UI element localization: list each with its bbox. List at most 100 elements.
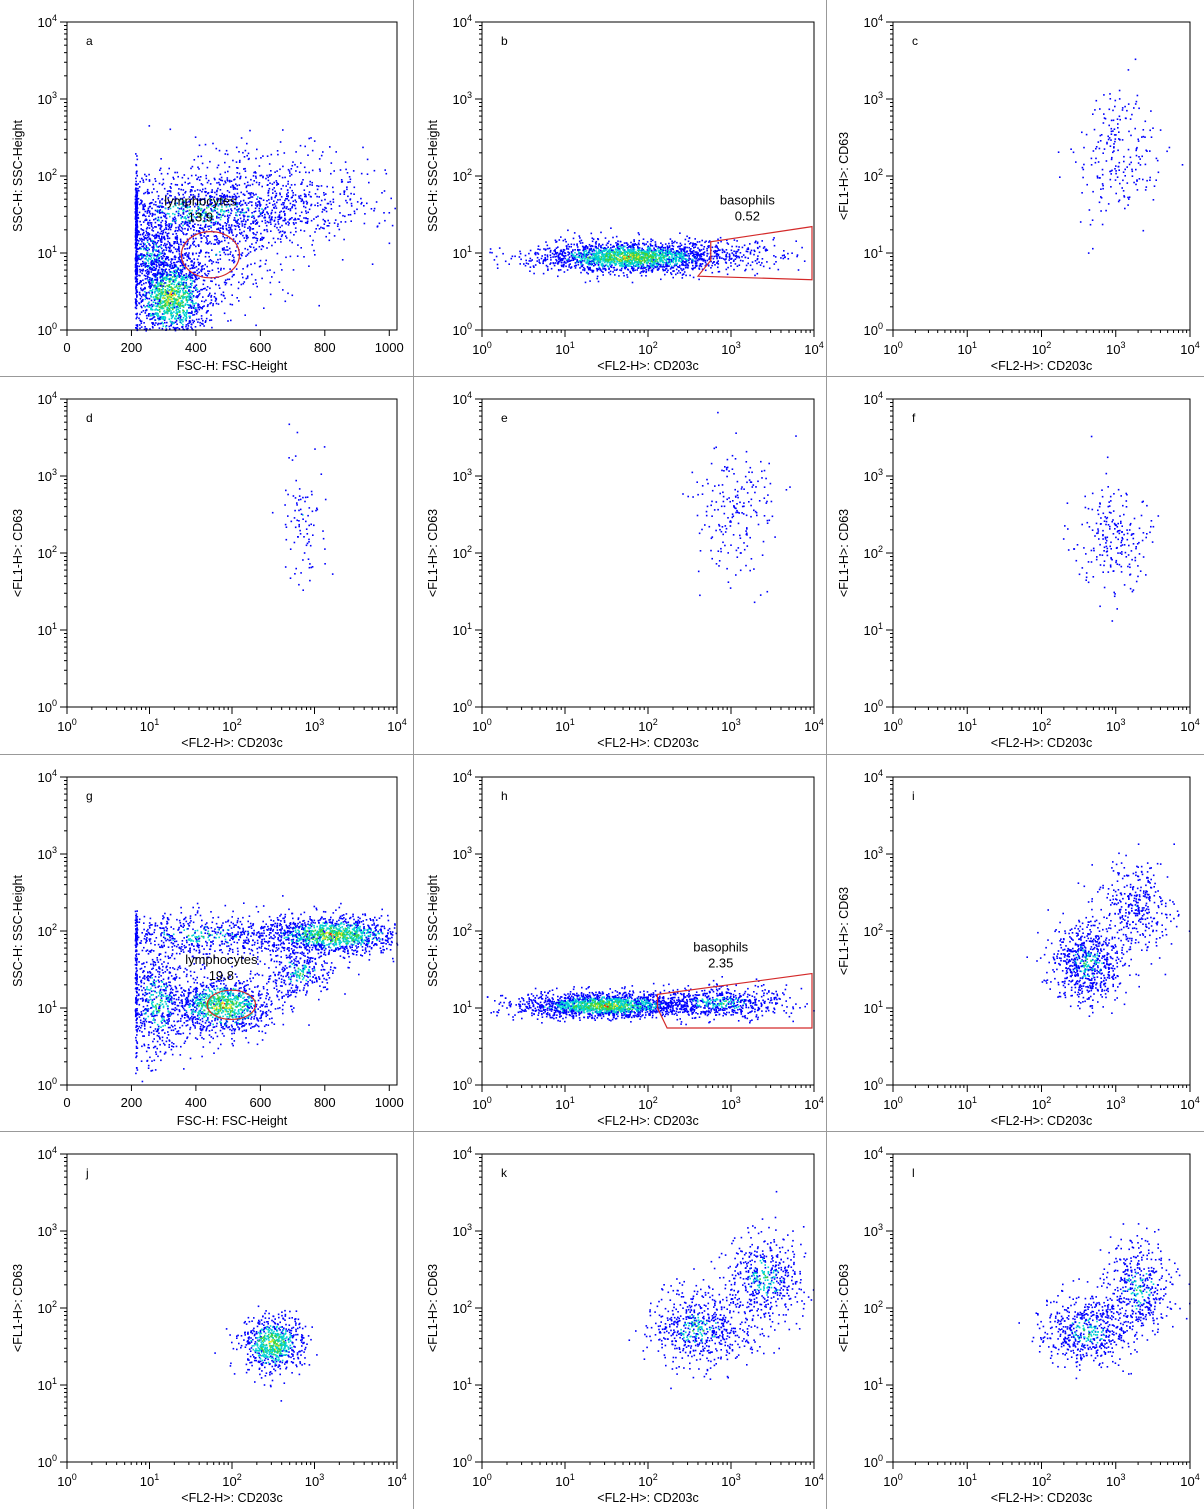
event-dot bbox=[340, 179, 343, 181]
event-dot bbox=[247, 152, 250, 155]
event-dot bbox=[205, 236, 207, 239]
event-dot bbox=[160, 216, 163, 219]
event-dot bbox=[164, 276, 167, 279]
event-dot bbox=[242, 282, 245, 285]
event-dot bbox=[163, 212, 166, 215]
event-dot bbox=[218, 181, 220, 184]
event-dot bbox=[138, 255, 140, 258]
event-dot bbox=[258, 202, 261, 204]
event-dot bbox=[182, 293, 185, 295]
event-dot bbox=[228, 166, 231, 168]
event-dot bbox=[716, 256, 718, 258]
event-dot bbox=[149, 287, 151, 289]
event-dot bbox=[518, 256, 521, 258]
event-dot bbox=[198, 308, 201, 311]
event-dot bbox=[268, 198, 270, 201]
event-dot bbox=[159, 275, 162, 277]
event-dot bbox=[586, 266, 589, 268]
event-dot bbox=[159, 251, 161, 254]
event-dot bbox=[171, 321, 173, 323]
event-dot bbox=[232, 186, 234, 189]
event-dot bbox=[164, 270, 166, 273]
event-dot bbox=[161, 270, 164, 273]
event-dot bbox=[151, 246, 153, 248]
event-dot bbox=[282, 207, 284, 210]
event-dot bbox=[175, 226, 177, 229]
event-dot bbox=[192, 314, 194, 316]
event-dot bbox=[166, 309, 168, 311]
event-dot bbox=[210, 314, 212, 316]
event-dot bbox=[325, 235, 327, 238]
event-dot bbox=[165, 256, 168, 258]
event-dot bbox=[189, 295, 192, 297]
event-dot bbox=[520, 258, 522, 261]
event-dot bbox=[140, 239, 142, 241]
event-dot bbox=[344, 161, 347, 163]
event-dot bbox=[191, 275, 193, 277]
event-dot bbox=[245, 277, 248, 280]
event-dot bbox=[157, 260, 160, 263]
event-dot bbox=[259, 197, 261, 199]
event-dot bbox=[735, 250, 737, 253]
event-dot bbox=[200, 270, 203, 273]
event-dot bbox=[176, 242, 179, 244]
event-dot bbox=[260, 174, 263, 177]
event-dot bbox=[143, 274, 146, 277]
event-dot bbox=[326, 202, 329, 205]
event-dot bbox=[175, 202, 177, 204]
event-dot bbox=[163, 228, 166, 231]
event-dot bbox=[200, 207, 203, 210]
event-dot bbox=[654, 244, 657, 247]
event-dot bbox=[287, 208, 290, 210]
event-dot bbox=[308, 171, 310, 174]
event-dot bbox=[604, 254, 607, 257]
event-dot bbox=[176, 202, 178, 205]
event-dot bbox=[135, 307, 138, 310]
event-dot bbox=[209, 197, 211, 199]
event-dot bbox=[172, 307, 174, 309]
event-dot bbox=[167, 232, 170, 235]
event-dot bbox=[240, 137, 243, 139]
event-dot bbox=[181, 268, 184, 271]
event-dot bbox=[168, 318, 171, 320]
event-dot bbox=[267, 179, 270, 182]
event-dot bbox=[330, 208, 333, 210]
event-dot bbox=[186, 243, 188, 246]
event-dot bbox=[637, 258, 640, 261]
event-dot bbox=[343, 193, 346, 195]
event-dot bbox=[318, 196, 320, 198]
event-dot bbox=[265, 259, 267, 262]
event-dot bbox=[156, 205, 159, 208]
event-dot bbox=[721, 251, 724, 254]
event-dot bbox=[212, 222, 215, 224]
event-dot bbox=[161, 198, 164, 200]
event-dot bbox=[167, 300, 170, 302]
event-dot bbox=[227, 211, 230, 213]
event-dot bbox=[190, 167, 192, 170]
event-dot bbox=[211, 191, 214, 193]
event-dot bbox=[210, 220, 212, 222]
event-dot bbox=[193, 320, 195, 322]
event-dot bbox=[136, 175, 138, 177]
event-dot bbox=[168, 237, 171, 240]
event-dot bbox=[152, 266, 154, 268]
event-dot bbox=[172, 217, 174, 220]
event-dot bbox=[234, 204, 237, 207]
event-dot bbox=[253, 236, 256, 239]
event-dot bbox=[215, 283, 217, 286]
event-dot bbox=[181, 215, 184, 218]
event-dot bbox=[612, 260, 614, 262]
event-dot bbox=[237, 254, 240, 256]
event-dot bbox=[716, 257, 718, 260]
event-dot bbox=[222, 231, 224, 234]
event-dot bbox=[159, 322, 161, 325]
event-dot bbox=[281, 234, 284, 236]
event-dot bbox=[168, 278, 171, 280]
event-dot bbox=[214, 191, 216, 194]
event-dot bbox=[160, 291, 163, 293]
event-dot bbox=[623, 242, 626, 244]
event-dot bbox=[204, 224, 207, 227]
event-dot bbox=[255, 181, 258, 184]
event-dot bbox=[220, 195, 222, 197]
event-dot bbox=[145, 292, 148, 295]
